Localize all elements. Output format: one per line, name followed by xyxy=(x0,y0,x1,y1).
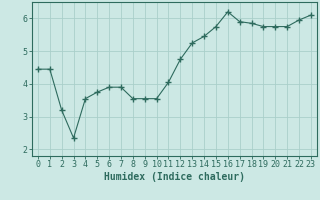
X-axis label: Humidex (Indice chaleur): Humidex (Indice chaleur) xyxy=(104,172,245,182)
